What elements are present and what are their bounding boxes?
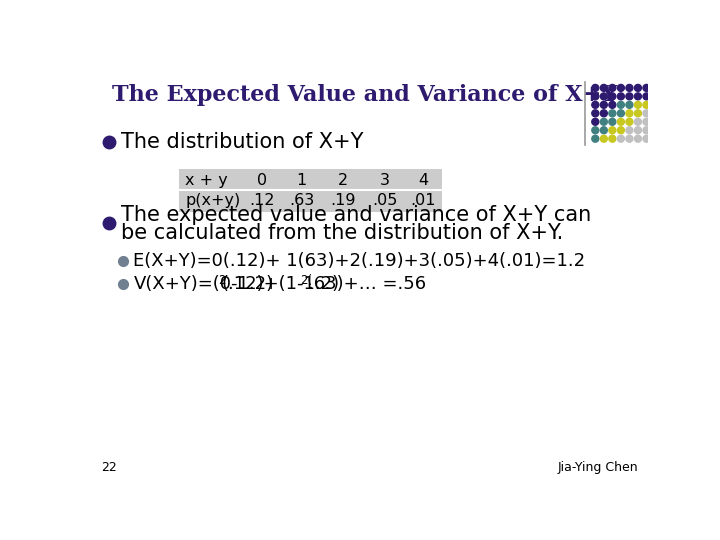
Circle shape (600, 118, 607, 125)
Circle shape (626, 93, 633, 100)
Text: .63: .63 (289, 193, 314, 208)
Text: x + y: x + y (185, 173, 228, 188)
Circle shape (592, 110, 599, 117)
Circle shape (626, 84, 633, 91)
Text: be calculated from the distribution of X+Y.: be calculated from the distribution of X… (121, 224, 563, 244)
Circle shape (609, 135, 616, 142)
Text: .63)+… =.56: .63)+… =.56 (308, 275, 426, 293)
Text: 1: 1 (297, 173, 307, 188)
Circle shape (600, 93, 607, 100)
Circle shape (592, 93, 599, 100)
Circle shape (592, 102, 599, 109)
Text: 0: 0 (257, 173, 267, 188)
Circle shape (643, 127, 650, 134)
Text: 22: 22 (102, 462, 117, 475)
Circle shape (643, 135, 650, 142)
Circle shape (634, 127, 642, 134)
Circle shape (609, 84, 616, 91)
Text: 2: 2 (338, 173, 348, 188)
Circle shape (609, 93, 616, 100)
Text: 3: 3 (379, 173, 390, 188)
Circle shape (643, 93, 650, 100)
Circle shape (617, 118, 624, 125)
Circle shape (600, 127, 607, 134)
Text: 4: 4 (418, 173, 428, 188)
Circle shape (617, 84, 624, 91)
Circle shape (609, 127, 616, 134)
Circle shape (600, 110, 607, 117)
Circle shape (626, 127, 633, 134)
Text: .19: .19 (330, 193, 356, 208)
Text: .05: .05 (372, 193, 397, 208)
Circle shape (600, 84, 607, 91)
Circle shape (609, 102, 616, 109)
Text: E(X+Y)=0(.12)+ 1(63)+2(.19)+3(.05)+4(.01)=1.2: E(X+Y)=0(.12)+ 1(63)+2(.19)+3(.05)+4(.01… (133, 252, 585, 270)
Circle shape (600, 102, 607, 109)
Circle shape (592, 135, 599, 142)
Circle shape (609, 118, 616, 125)
Text: 2(: 2( (300, 274, 312, 287)
Circle shape (643, 102, 650, 109)
Circle shape (592, 127, 599, 134)
Circle shape (643, 118, 650, 125)
Circle shape (626, 102, 633, 109)
Circle shape (634, 135, 642, 142)
Text: Jia-Ying Chen: Jia-Ying Chen (558, 462, 639, 475)
Circle shape (634, 110, 642, 117)
Circle shape (626, 110, 633, 117)
Circle shape (634, 84, 642, 91)
Circle shape (592, 118, 599, 125)
Circle shape (634, 93, 642, 100)
FancyBboxPatch shape (179, 168, 442, 212)
Text: .12: .12 (249, 193, 275, 208)
Circle shape (592, 84, 599, 91)
Circle shape (600, 135, 607, 142)
Circle shape (634, 102, 642, 109)
Circle shape (617, 102, 624, 109)
Circle shape (617, 93, 624, 100)
Circle shape (643, 84, 650, 91)
Circle shape (634, 118, 642, 125)
Text: .01: .01 (410, 193, 436, 208)
Circle shape (617, 135, 624, 142)
Text: p(x+y): p(x+y) (185, 193, 240, 208)
Circle shape (609, 110, 616, 117)
Text: The distribution of X+Y: The distribution of X+Y (121, 132, 364, 152)
Circle shape (643, 110, 650, 117)
Text: V(X+Y)=(0-1.2): V(X+Y)=(0-1.2) (133, 275, 274, 293)
Circle shape (626, 135, 633, 142)
Circle shape (617, 127, 624, 134)
Circle shape (617, 110, 624, 117)
Circle shape (626, 118, 633, 125)
Text: (.12)+(1-1.2): (.12)+(1-1.2) (222, 275, 340, 293)
Text: 2: 2 (218, 274, 225, 287)
Text: The Expected Value and Variance of X+Y: The Expected Value and Variance of X+Y (112, 84, 617, 106)
Text: The expected value and variance of X+Y can: The expected value and variance of X+Y c… (121, 205, 591, 225)
